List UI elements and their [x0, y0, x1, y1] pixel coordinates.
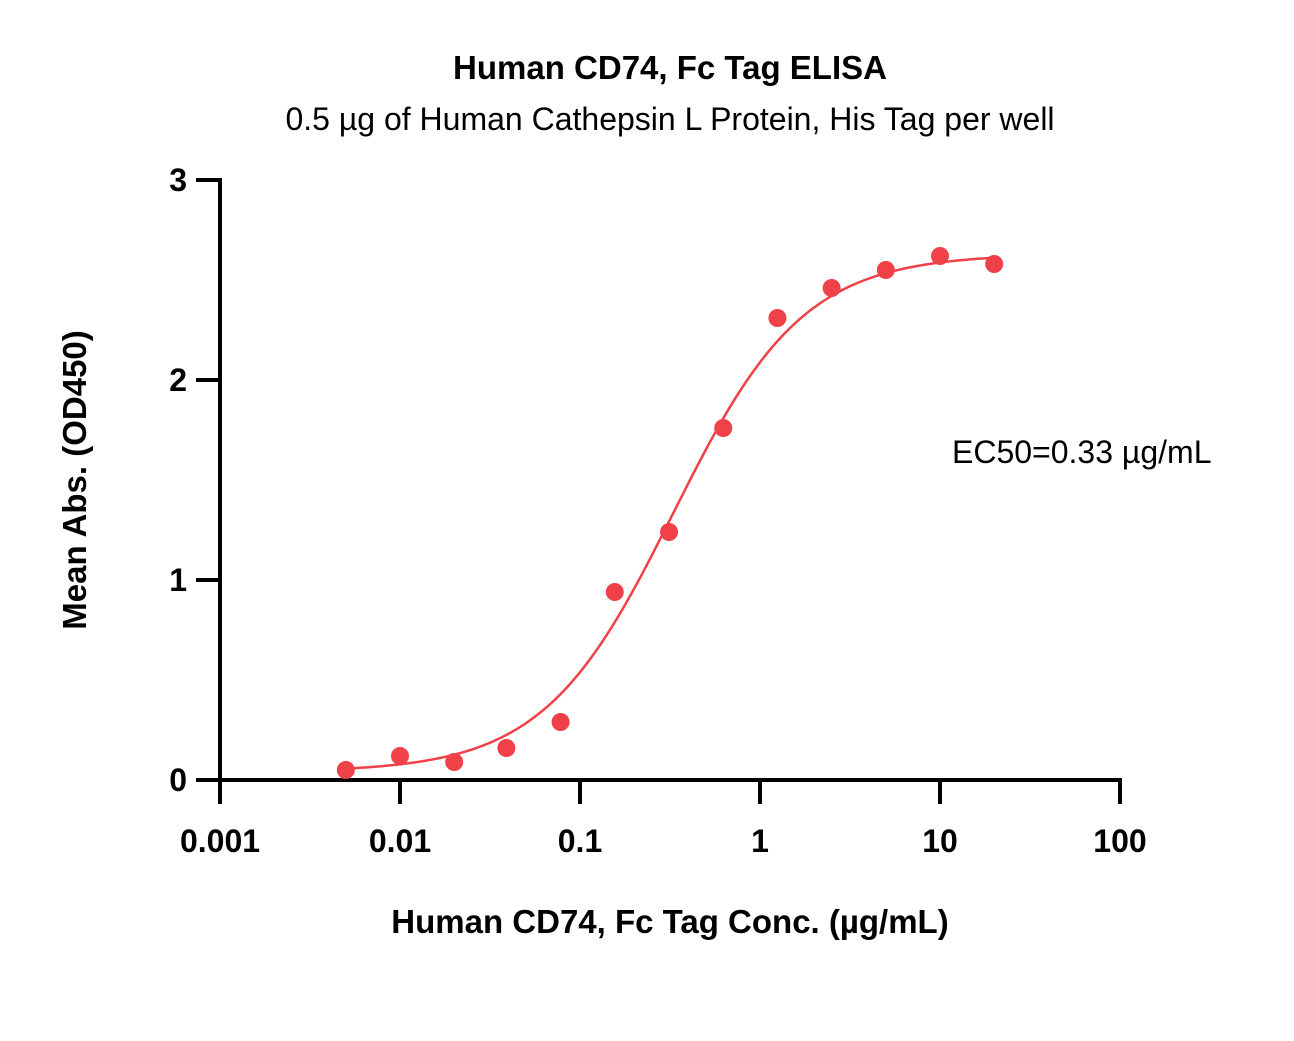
x-tick-label: 10: [922, 823, 958, 859]
data-point: [605, 583, 624, 601]
data-point: [497, 739, 516, 757]
y-tick-label: 1: [169, 562, 187, 598]
x-axis: 0.001 0.01 0.1 1 10 100: [180, 778, 1147, 859]
chart-subtitle: 0.5 µg of Human Cathepsin L Protein, His…: [285, 101, 1054, 137]
y-tick-label: 3: [169, 162, 187, 198]
data-point: [822, 279, 841, 297]
data-points: [336, 247, 1004, 779]
x-axis-title: Human CD74, Fc Tag Conc. (µg/mL): [391, 903, 948, 940]
x-tick-label: 0.01: [369, 823, 431, 859]
data-point: [391, 747, 409, 765]
ec50-annotation: EC50=0.33 µg/mL: [952, 434, 1211, 470]
data-point: [985, 255, 1004, 273]
x-tick-label: 100: [1093, 823, 1146, 859]
data-point: [714, 419, 733, 437]
data-point: [336, 761, 355, 779]
x-tick-label: 0.001: [180, 823, 260, 859]
chart-title: Human CD74, Fc Tag ELISA: [453, 49, 887, 86]
data-point: [768, 309, 787, 327]
y-tick-label: 2: [169, 362, 187, 398]
y-axis: 0 1 2 3: [169, 162, 222, 798]
y-axis-title: Mean Abs. (OD450): [56, 330, 93, 630]
fit-curve: [345, 256, 995, 770]
data-point: [445, 753, 464, 771]
data-point: [876, 261, 895, 279]
data-point: [931, 247, 949, 265]
x-tick-label: 1: [751, 823, 769, 859]
x-tick-label: 0.1: [558, 823, 602, 859]
data-point: [551, 713, 570, 731]
data-point: [660, 523, 679, 541]
y-tick-label: 0: [169, 762, 187, 798]
